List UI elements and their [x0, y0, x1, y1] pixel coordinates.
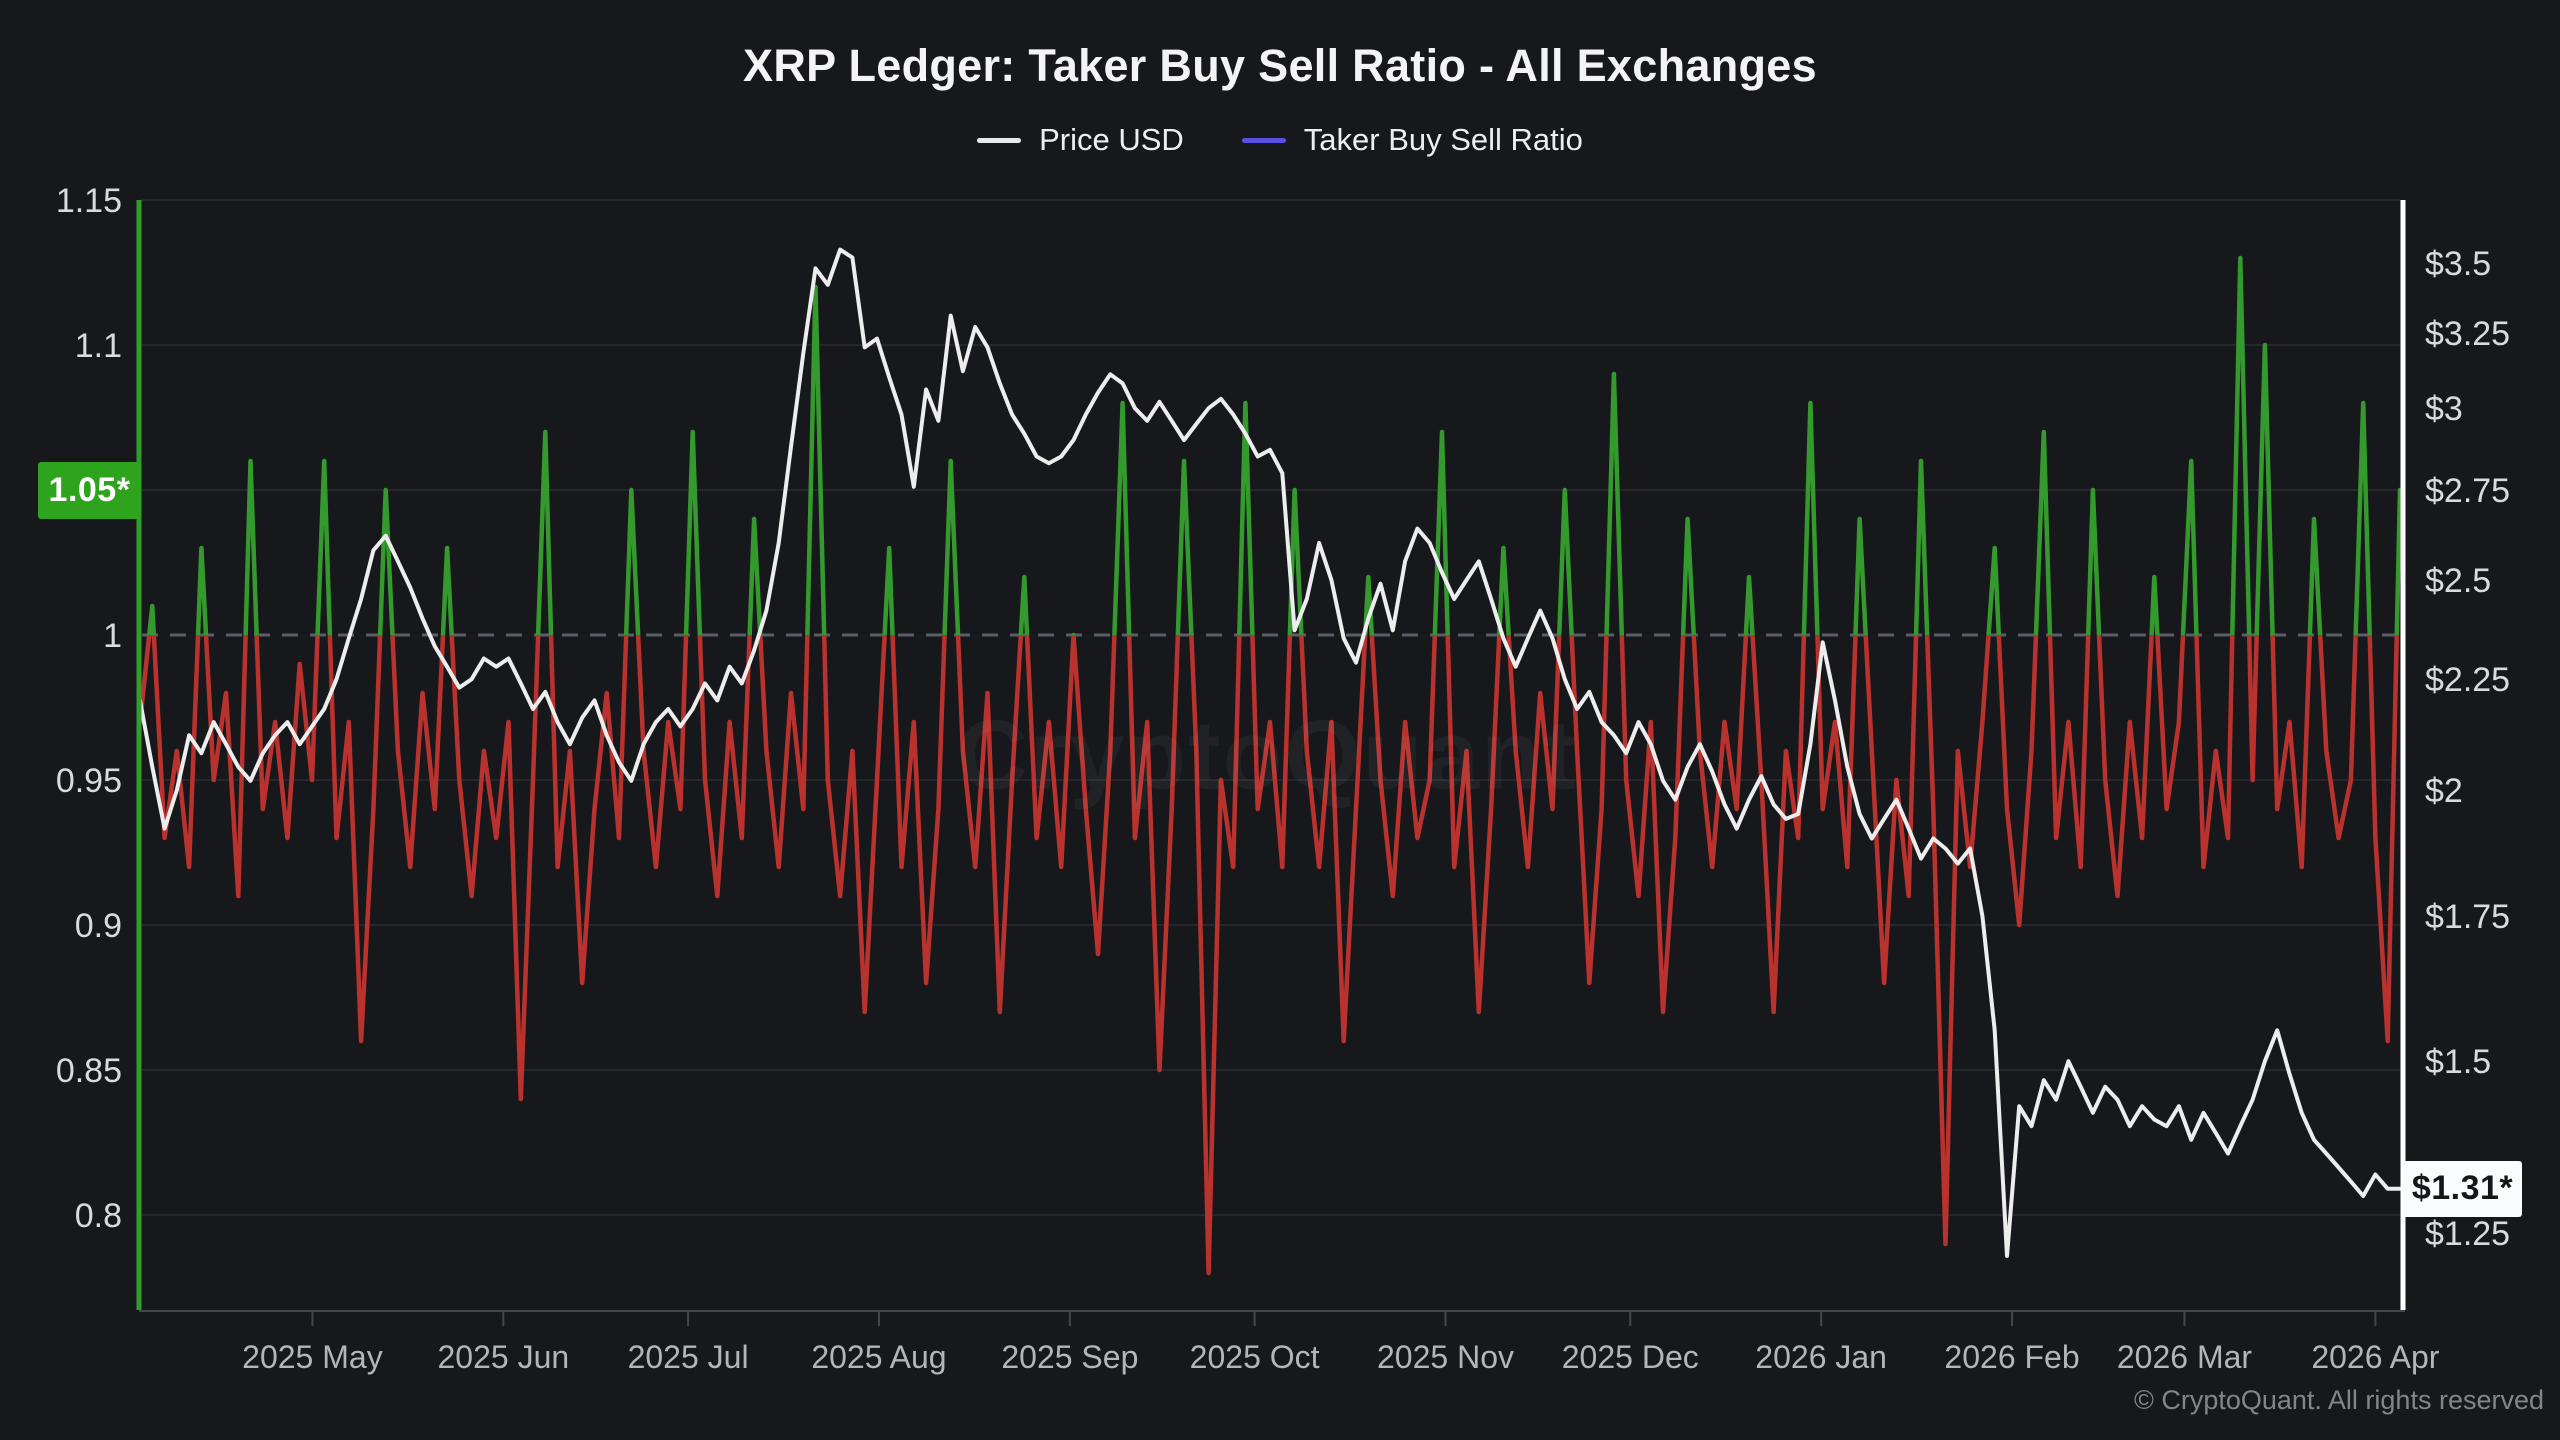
copyright: © CryptoQuant. All rights reserved — [2133, 1385, 2544, 1415]
svg-text:1.1: 1.1 — [75, 327, 122, 365]
chart-title: XRP Ledger: Taker Buy Sell Ratio - All E… — [743, 40, 1817, 91]
legend-item-taker-buy-sell-ratio[interactable]: Taker Buy Sell Ratio — [1241, 122, 1583, 158]
svg-text:$3.25: $3.25 — [2425, 315, 2510, 353]
svg-text:0.85: 0.85 — [56, 1052, 122, 1090]
svg-text:0.9: 0.9 — [75, 907, 122, 945]
svg-text:2026 Apr: 2026 Apr — [2311, 1339, 2439, 1375]
svg-text:2026 Jan: 2026 Jan — [1755, 1339, 1887, 1375]
legend-label-price-usd: Price USD — [1039, 122, 1184, 157]
right-axis-tick-labels: $3.5 $3.25 $3 $2.75 $2.5 $2.25 $2 $1.75 $1.5 $1.2… — [2425, 245, 2510, 1253]
svg-text:2025 Sep: 2025 Sep — [1001, 1339, 1138, 1375]
gridlines — [142, 199, 2400, 1216]
svg-text:2025 Dec: 2025 Dec — [1562, 1339, 1699, 1375]
legend-label-taker-buy-sell-ratio: Taker Buy Sell Ratio — [1303, 122, 1583, 157]
svg-text:0.95: 0.95 — [56, 762, 122, 800]
svg-text:2025 Jun: 2025 Jun — [437, 1339, 569, 1375]
legend-item-price-usd[interactable]: Price USD — [977, 122, 1184, 158]
svg-text:2026 Mar: 2026 Mar — [2117, 1339, 2253, 1375]
svg-text:2025 May: 2025 May — [242, 1339, 383, 1375]
svg-text:$3.5: $3.5 — [2425, 245, 2491, 283]
taker-buy-sell-ratio-series — [137, 255, 2403, 1276]
left-axis-tick-labels: 1.151.11.0510.950.90.850.8 — [56, 182, 122, 1235]
svg-text:2025 Aug: 2025 Aug — [811, 1339, 946, 1375]
svg-text:$2.75: $2.75 — [2425, 472, 2510, 510]
svg-text:2025 Jul: 2025 Jul — [628, 1339, 749, 1375]
svg-text:$1.5: $1.5 — [2425, 1043, 2491, 1081]
price-usd-series — [138, 247, 2402, 1258]
legend: Price USD Taker Buy Sell Ratio — [0, 122, 2560, 158]
ratio-line-above-1 — [146, 255, 2403, 635]
svg-text:0.8: 0.8 — [75, 1197, 122, 1235]
ratio-line-swatch-icon — [1241, 137, 1286, 143]
svg-text:$2.5: $2.5 — [2425, 562, 2491, 600]
svg-text:$1.25: $1.25 — [2425, 1215, 2510, 1253]
svg-text:2025 Nov: 2025 Nov — [1377, 1339, 1514, 1375]
price-line-swatch-icon — [977, 137, 1022, 143]
svg-text:2025 Oct: 2025 Oct — [1190, 1339, 1320, 1375]
axes — [136, 200, 2406, 1312]
svg-text:1: 1 — [103, 617, 122, 655]
svg-text:1.15: 1.15 — [56, 182, 122, 220]
svg-text:2026 Feb: 2026 Feb — [1944, 1339, 2079, 1375]
ratio-line-below-1 — [137, 635, 2400, 1276]
svg-text:$3: $3 — [2425, 390, 2463, 428]
ratio-last-value-badge: 1.05* — [38, 461, 141, 519]
price-last-value-badge: $1.31* — [2403, 1160, 2522, 1217]
svg-text:$2.25: $2.25 — [2425, 661, 2510, 699]
svg-text:$1.75: $1.75 — [2425, 898, 2510, 936]
svg-text:$2: $2 — [2425, 772, 2463, 810]
x-axis-tick-labels: 2025 May 2025 Jun 2025 Jul 2025 Aug 2025 Sep… — [242, 1311, 2440, 1375]
